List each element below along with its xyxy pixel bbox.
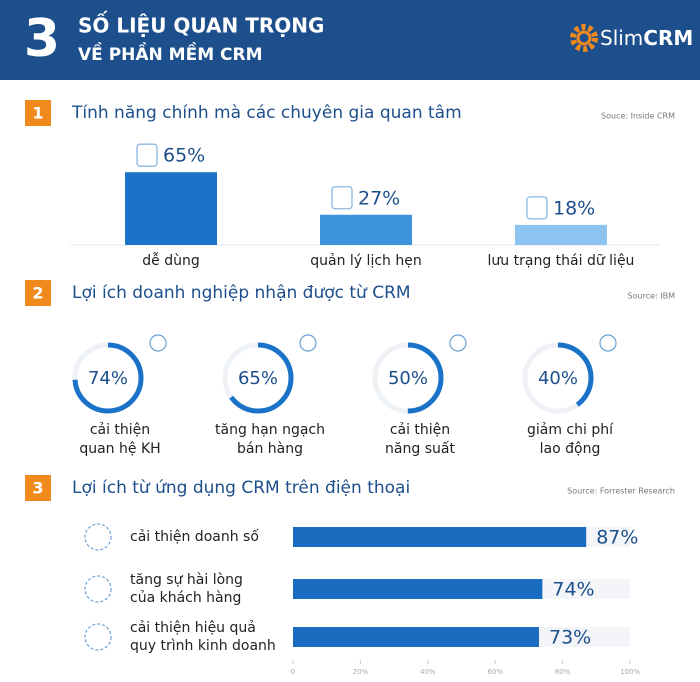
category-label: quản lý lịch hẹn (310, 253, 421, 269)
section-badge (25, 280, 51, 306)
bar (293, 579, 543, 599)
value-label: 50% (388, 368, 428, 389)
feature-icon (331, 186, 353, 210)
section-title: Lợi ích từ ứng dụng CRM trên điện thoại (72, 478, 410, 498)
category-label: dễ dùng (142, 252, 199, 269)
x-tick-label: 20% (353, 668, 369, 676)
bar (320, 214, 412, 245)
source: Source: IBM (628, 292, 676, 301)
header-subtitle: VỀ PHẦN MỀM CRM (78, 41, 263, 65)
value-label: 74% (552, 579, 594, 601)
header-title: SỐ LIỆU QUAN TRỌNG (78, 12, 324, 38)
category-label: cải thiện hiệu quả quy trình kinh doanh (130, 620, 276, 654)
value-label: 74% (88, 368, 128, 389)
value-label: 65% (238, 368, 278, 389)
value-label: 40% (538, 368, 578, 389)
category-label: tăng hạn ngạch bán hàng (215, 422, 325, 457)
value-label: 27% (358, 187, 400, 209)
bar (125, 172, 217, 245)
donut-arc (522, 342, 594, 414)
section-title: Lợi ích doanh nghiệp nhận được từ CRM (72, 283, 411, 303)
section-badge (25, 100, 51, 126)
source: Souce: Inside CRM (601, 112, 675, 121)
donut-arc (72, 342, 144, 414)
source: Source: Forrester Research (567, 487, 675, 496)
logo-gear (570, 24, 598, 52)
section-number: 3 (32, 479, 43, 498)
logo-prefix: Slim (600, 26, 643, 50)
x-tick-label: 60% (487, 668, 503, 676)
value-label: 18% (553, 197, 595, 219)
bar (293, 527, 587, 547)
value-label: 65% (163, 145, 205, 167)
benefit-icon (84, 575, 112, 603)
feature-icon (136, 143, 158, 167)
benefit-icon (299, 334, 317, 352)
x-tick-label: 80% (555, 668, 571, 676)
x-tick-label: 0 (291, 668, 295, 676)
category-label: cải thiện năng suất (385, 422, 455, 457)
logo-suffix: CRM (643, 26, 693, 50)
benefit-icon (84, 623, 112, 651)
section-title: Tính năng chính mà các chuyên gia quan t… (71, 103, 462, 123)
header-number: 3 (24, 9, 60, 69)
benefit-icon (449, 334, 467, 352)
feature-icon (526, 196, 548, 220)
donut-arc (222, 342, 294, 414)
x-tick-label: 100% (620, 668, 640, 676)
header-bar (0, 0, 700, 80)
x-tick-label: 40% (420, 668, 436, 676)
bar (515, 224, 607, 245)
category-label: cải thiện quan hệ KH (79, 422, 160, 457)
category-label: cải thiện doanh số (130, 528, 259, 545)
category-label: lưu trạng thái dữ liệu (488, 253, 635, 269)
logo: SlimCRM (600, 26, 693, 50)
section-number: 2 (32, 284, 43, 303)
value-label: 87% (596, 527, 638, 549)
section-badge (25, 475, 51, 501)
category-label: tăng sự hài lòng của khách hàng (130, 572, 243, 606)
donut-arc (372, 342, 444, 414)
bar (293, 627, 540, 647)
benefit-icon (84, 523, 112, 551)
benefit-icon (599, 334, 617, 352)
benefit-icon (149, 334, 167, 352)
section-number: 1 (32, 104, 43, 123)
value-label: 73% (549, 627, 591, 649)
category-label: giảm chi phí lao động (527, 422, 614, 457)
